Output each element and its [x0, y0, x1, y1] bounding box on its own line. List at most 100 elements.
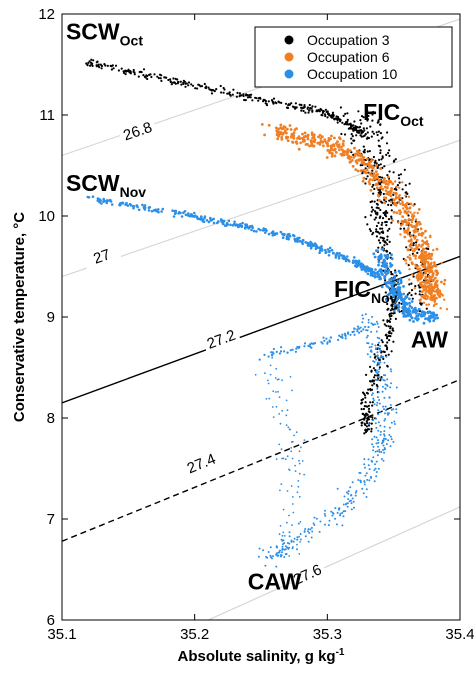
- data-point: [427, 285, 430, 288]
- data-point: [384, 291, 387, 294]
- data-point: [374, 450, 377, 453]
- data-point: [383, 165, 386, 168]
- data-point: [371, 130, 374, 133]
- data-point: [210, 218, 213, 222]
- data-point: [433, 285, 437, 288]
- data-point: [320, 113, 323, 117]
- data-point: [301, 132, 304, 136]
- data-point: [281, 409, 283, 412]
- data-point: [387, 218, 391, 221]
- data-point: [325, 110, 328, 113]
- data-point: [359, 262, 363, 265]
- data-point: [271, 351, 274, 354]
- data-point: [433, 317, 437, 320]
- data-point: [433, 290, 436, 293]
- data-point: [363, 405, 366, 408]
- data-point: [346, 148, 350, 151]
- data-point: [379, 167, 383, 171]
- water-mass-name: SCW: [66, 18, 120, 44]
- data-point: [371, 119, 374, 122]
- data-point: [374, 463, 376, 466]
- data-point: [308, 531, 311, 534]
- data-point: [401, 223, 404, 226]
- data-point: [394, 180, 397, 183]
- data-point: [337, 338, 340, 341]
- data-point: [377, 391, 380, 394]
- data-point: [382, 444, 385, 447]
- data-point: [291, 233, 295, 237]
- data-point: [308, 109, 311, 112]
- data-point: [225, 224, 228, 227]
- data-point: [336, 115, 340, 119]
- data-point: [334, 142, 338, 145]
- data-point: [338, 137, 342, 141]
- data-point: [341, 336, 344, 339]
- data-point: [347, 492, 350, 495]
- data-point: [391, 219, 394, 222]
- data-point: [275, 565, 278, 568]
- data-point: [350, 142, 353, 145]
- data-point: [366, 422, 369, 425]
- data-point: [420, 234, 424, 237]
- data-point: [312, 522, 315, 525]
- data-point: [385, 153, 388, 156]
- data-point: [419, 270, 423, 273]
- data-point: [371, 166, 375, 170]
- data-point: [408, 268, 411, 271]
- data-point: [245, 94, 248, 97]
- data-point: [366, 417, 369, 420]
- data-point: [378, 158, 381, 161]
- data-point: [390, 257, 394, 261]
- data-point: [160, 210, 163, 213]
- data-point: [364, 429, 367, 432]
- data-point: [392, 191, 396, 195]
- data-point: [102, 197, 105, 201]
- data-point: [424, 275, 428, 279]
- data-point: [326, 148, 330, 152]
- data-point: [124, 73, 127, 76]
- data-point: [418, 220, 421, 224]
- data-point: [360, 402, 363, 405]
- data-point: [102, 199, 106, 203]
- data-point: [379, 350, 382, 353]
- data-point: [292, 511, 295, 514]
- data-point: [395, 408, 398, 411]
- data-point: [379, 253, 383, 256]
- data-point: [336, 118, 339, 121]
- data-point: [131, 204, 135, 208]
- data-point: [352, 128, 356, 131]
- data-point: [397, 174, 400, 177]
- data-point: [337, 254, 341, 258]
- data-point: [315, 517, 318, 520]
- data-point: [269, 546, 272, 549]
- data-point: [389, 297, 392, 300]
- data-point: [431, 287, 435, 291]
- data-point: [334, 507, 337, 510]
- data-point: [423, 260, 426, 263]
- data-point: [417, 208, 421, 211]
- data-point: [411, 297, 414, 300]
- data-point: [384, 405, 387, 408]
- data-point: [382, 192, 385, 196]
- data-point: [193, 211, 196, 215]
- data-point: [269, 364, 272, 367]
- data-point: [212, 217, 215, 221]
- data-point: [179, 211, 182, 215]
- data-point: [295, 347, 298, 350]
- data-point: [391, 329, 394, 332]
- data-point: [286, 135, 290, 139]
- data-point: [363, 463, 366, 466]
- data-point: [89, 64, 92, 67]
- data-point: [376, 322, 379, 325]
- data-point: [426, 260, 430, 264]
- data-point: [304, 528, 307, 530]
- data-point: [355, 161, 359, 165]
- data-point: [381, 155, 384, 158]
- data-point: [361, 321, 364, 324]
- data-point: [389, 317, 392, 321]
- data-point: [220, 91, 223, 94]
- data-point: [377, 445, 379, 448]
- data-point: [307, 242, 310, 245]
- data-point: [372, 252, 376, 256]
- data-point: [258, 358, 261, 361]
